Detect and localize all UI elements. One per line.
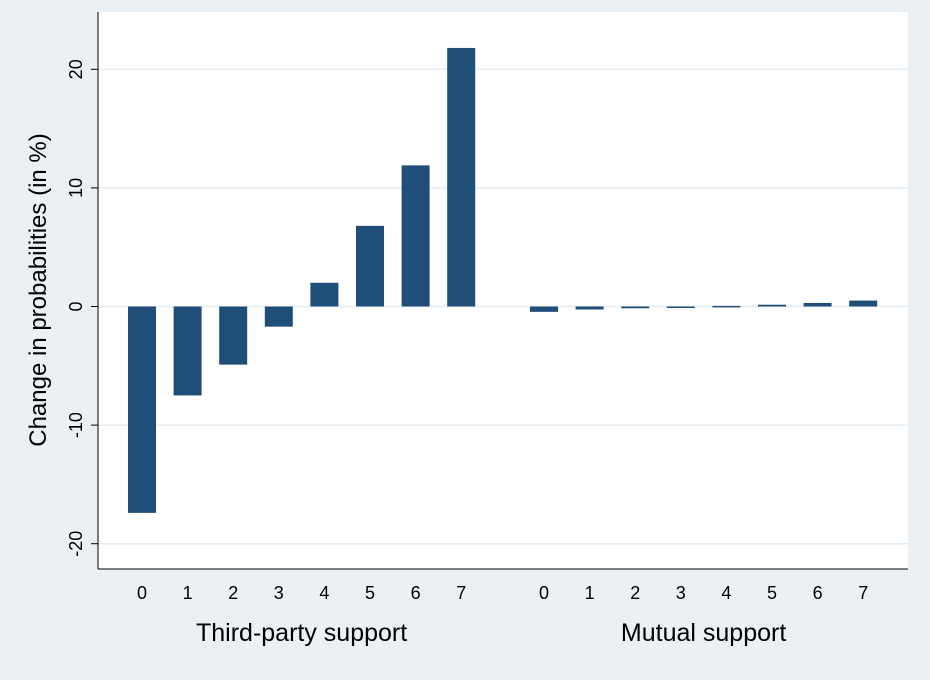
x-tick-label: 4	[721, 583, 731, 603]
x-tick-label: 3	[274, 583, 284, 603]
x-tick-label: 7	[456, 583, 466, 603]
bar	[666, 306, 695, 308]
x-tick-label: 1	[585, 583, 595, 603]
bar	[447, 47, 476, 307]
x-tick-label: 5	[365, 583, 375, 603]
bar	[803, 302, 832, 307]
x-tick-label: 7	[858, 583, 868, 603]
x-tick-label: 6	[411, 583, 421, 603]
bar	[621, 306, 650, 309]
x-tick-label: 6	[813, 583, 823, 603]
y-axis-label: Change in probabilities (in %)	[25, 133, 52, 447]
bar	[575, 306, 604, 310]
plot-area	[98, 12, 908, 569]
y-tick-label: -10	[66, 412, 86, 438]
y-ticks: -20 -10 0 10 20	[66, 59, 98, 557]
x-tick-label: 2	[228, 583, 238, 603]
axes	[97, 12, 908, 570]
y-tick-label: 10	[66, 178, 86, 198]
bar	[530, 306, 558, 312]
bar	[712, 305, 741, 308]
y-tick-label: -20	[66, 531, 86, 557]
x-tick-label: 0	[539, 583, 549, 603]
group-label: Mutual support	[621, 619, 786, 647]
bars	[128, 47, 878, 513]
bar	[401, 165, 430, 307]
bar	[173, 306, 202, 396]
y-tick-label: 20	[66, 59, 86, 79]
bar	[264, 306, 293, 327]
bar	[219, 306, 248, 365]
x-tick-label: 1	[183, 583, 193, 603]
x-ticks: 0 1 2 3 4 5 6 7 Third-party support 0 1 2 3 4 5 6 7 Mutua…	[137, 583, 868, 647]
x-tick-label: 5	[767, 583, 777, 603]
bar	[356, 225, 384, 307]
bar	[310, 282, 339, 307]
x-tick-label: 2	[630, 583, 640, 603]
x-tick-label: 3	[676, 583, 686, 603]
y-tick-label: 0	[66, 301, 86, 311]
bar	[849, 300, 878, 307]
x-tick-label: 0	[137, 583, 147, 603]
bar	[128, 306, 156, 513]
group-label: Third-party support	[196, 619, 407, 647]
bar	[758, 304, 786, 307]
x-tick-label: 4	[319, 583, 329, 603]
